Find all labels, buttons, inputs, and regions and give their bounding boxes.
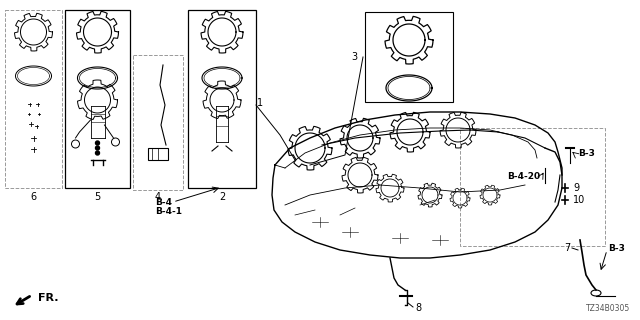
Text: TZ34B0305: TZ34B0305 — [586, 304, 630, 313]
Text: 9: 9 — [573, 183, 579, 193]
Text: FR.: FR. — [38, 293, 58, 303]
Text: B-4: B-4 — [155, 198, 172, 207]
Text: B-3: B-3 — [608, 244, 625, 252]
Bar — [148, 148, 168, 160]
Circle shape — [95, 141, 99, 145]
Text: 1: 1 — [257, 98, 263, 108]
Ellipse shape — [591, 290, 601, 296]
Text: 4: 4 — [155, 192, 161, 202]
Bar — [188, 10, 256, 188]
Bar — [133, 55, 183, 190]
Text: 8: 8 — [415, 303, 421, 313]
Text: 2: 2 — [219, 192, 225, 202]
Text: 10: 10 — [573, 195, 585, 205]
Text: 5: 5 — [94, 192, 100, 202]
Text: 6: 6 — [31, 192, 36, 202]
Circle shape — [95, 146, 99, 150]
Bar — [365, 12, 453, 102]
Text: 7: 7 — [564, 243, 570, 253]
Bar — [460, 128, 605, 246]
Bar — [65, 10, 130, 188]
Circle shape — [95, 151, 99, 155]
Bar — [5, 10, 62, 188]
Text: B-3: B-3 — [578, 148, 595, 157]
Text: B-4-1: B-4-1 — [155, 207, 182, 216]
Text: 3: 3 — [351, 52, 357, 62]
Text: B-4-20: B-4-20 — [507, 172, 540, 180]
